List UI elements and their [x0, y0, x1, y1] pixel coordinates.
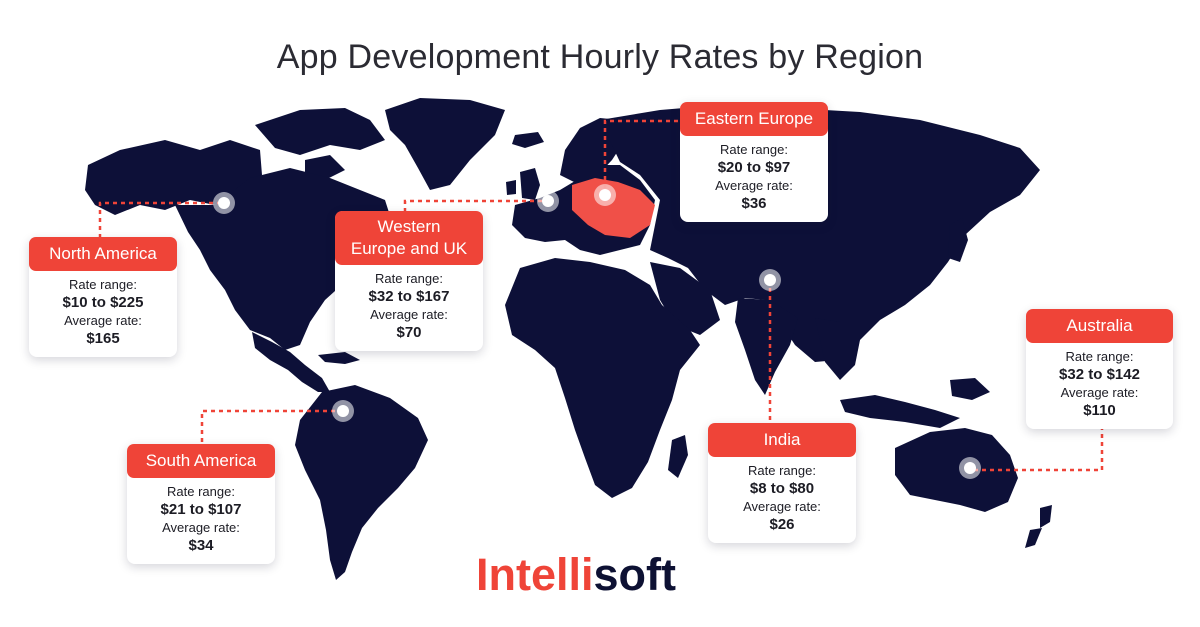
arctic-islands — [255, 108, 385, 155]
connector-western-europe — [403, 199, 548, 212]
india-landmass — [735, 298, 798, 395]
marker-eastern-europe — [594, 184, 616, 206]
rate-range-value: $32 to $167 — [368, 288, 450, 305]
rate-range-value: $8 to $80 — [749, 480, 815, 497]
connector-australia — [970, 426, 1104, 472]
rate-range-value: $20 to $97 — [717, 159, 791, 176]
region-name: North America — [29, 237, 177, 271]
average-rate-value: $110 — [1083, 402, 1116, 419]
card-western-europe: Western Europe and UK Rate range: $32 to… — [335, 211, 483, 351]
greenland-landmass — [385, 98, 505, 190]
logo-part-intelli: Intelli — [476, 549, 594, 600]
average-rate-value: $70 — [396, 324, 422, 341]
average-rate-label: Average rate: — [743, 499, 821, 514]
marker-india — [759, 269, 781, 291]
logo-part-soft: soft — [593, 549, 677, 600]
connector-eastern-europe — [603, 119, 682, 188]
connector-north-america — [98, 201, 224, 238]
japan-landmass — [948, 218, 968, 262]
average-rate-label: Average rate: — [162, 520, 240, 535]
card-north-america: North America Rate range: $10 to $225 Av… — [29, 237, 177, 357]
marker-western-europe — [537, 190, 559, 212]
rate-range-label: Rate range: — [375, 271, 443, 286]
page-title: App Development Hourly Rates by Region — [276, 38, 924, 76]
rate-range-label: Rate range: — [748, 463, 816, 478]
eastern-europe-highlight — [572, 178, 655, 238]
average-rate-value: $165 — [86, 330, 120, 347]
intellisoft-logo: Intellisoft — [476, 549, 676, 601]
rate-range-label: Rate range: — [720, 142, 788, 157]
average-rate-value: $26 — [769, 516, 795, 533]
card-south-america: South America Rate range: $21 to $107 Av… — [127, 444, 275, 564]
region-name: South America — [127, 444, 275, 478]
rate-range-label: Rate range: — [167, 484, 235, 499]
region-name: Western Europe and UK — [335, 211, 483, 265]
average-rate-value: $34 — [188, 537, 214, 554]
card-eastern-europe: Eastern Europe Rate range: $20 to $97 Av… — [680, 102, 828, 222]
uk-landmass — [520, 168, 540, 200]
south-america-landmass — [295, 385, 428, 580]
africa-landmass — [505, 258, 700, 498]
australia-landmass — [895, 428, 1018, 512]
rate-range-value: $21 to $107 — [160, 501, 242, 518]
average-rate-value: $36 — [741, 195, 767, 212]
rate-range-label: Rate range: — [1065, 349, 1134, 364]
average-rate-label: Average rate: — [1060, 385, 1139, 400]
rate-range-value: $10 to $225 — [62, 294, 144, 311]
region-name: Australia — [1026, 309, 1173, 343]
average-rate-label: Average rate: — [64, 313, 142, 328]
central-america-landmass — [252, 332, 330, 392]
rate-range-label: Rate range: — [69, 277, 137, 292]
average-rate-label: Average rate: — [370, 307, 448, 322]
region-name: Eastern Europe — [680, 102, 828, 136]
rate-range-value: $32 to $142 — [1059, 366, 1140, 383]
marker-north-america — [213, 192, 235, 214]
southeast-asia-landmass — [815, 318, 860, 380]
marker-south-america — [332, 400, 354, 422]
card-australia: Australia Rate range: $32 to $142 Averag… — [1026, 309, 1173, 429]
connector-south-america — [200, 409, 343, 442]
arabia-landmass — [650, 262, 720, 335]
region-name: India — [708, 423, 856, 457]
average-rate-label: Average rate: — [715, 178, 793, 193]
marker-australia — [959, 457, 981, 479]
card-india: India Rate range: $8 to $80 Average rate… — [708, 423, 856, 543]
